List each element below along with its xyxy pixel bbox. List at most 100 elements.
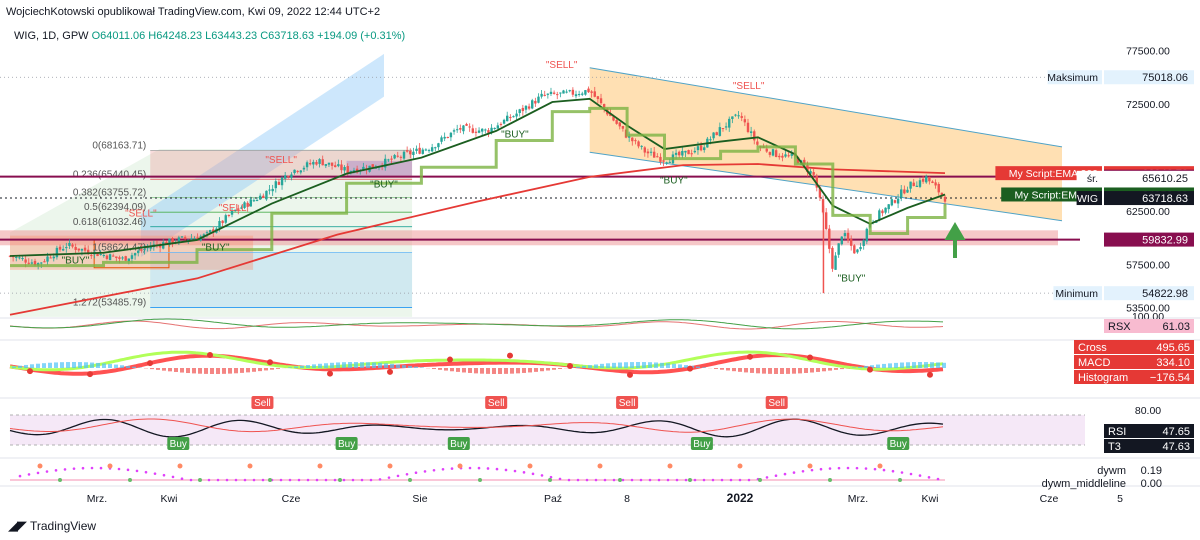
candle-body bbox=[183, 237, 187, 240]
macd-histogram-bar bbox=[438, 368, 442, 370]
macd-histogram-bar bbox=[936, 362, 940, 368]
candle-body bbox=[712, 132, 715, 139]
rsi-label-bg bbox=[1104, 439, 1146, 453]
candle-body bbox=[468, 126, 471, 128]
candle-body bbox=[74, 246, 77, 250]
x-axis-tick: Kwi bbox=[161, 493, 178, 505]
fib-level-label: 1(58624.47) bbox=[92, 243, 146, 254]
publisher-line: WojciechKotowski opublikował TradingView… bbox=[6, 6, 381, 18]
price-label-value-bg bbox=[1104, 170, 1194, 185]
candle-body bbox=[440, 137, 443, 142]
candle-body bbox=[187, 239, 190, 241]
candle-body bbox=[324, 164, 328, 166]
candle-body bbox=[928, 176, 931, 182]
fib-zone-top bbox=[150, 150, 413, 180]
candle-body bbox=[127, 258, 131, 262]
rsi-sell-badge bbox=[485, 396, 508, 409]
macd-cross-dot bbox=[747, 353, 753, 360]
buy-signal: "BUY" bbox=[838, 274, 866, 285]
rsi-buy-badge bbox=[167, 437, 190, 450]
price-label-value: 65610.25 bbox=[1142, 173, 1188, 185]
price-label-name-bg bbox=[995, 166, 1102, 181]
candle-body bbox=[124, 256, 127, 261]
macd-histogram-bar bbox=[156, 368, 160, 370]
dywm-base-dot bbox=[688, 478, 692, 482]
dywm-dot bbox=[810, 468, 814, 472]
dywm-base-dot bbox=[408, 478, 412, 482]
candle-body bbox=[349, 170, 353, 173]
candle-body bbox=[693, 150, 697, 153]
x-axis-tick: Paź bbox=[544, 493, 562, 505]
t3-line bbox=[9, 418, 944, 433]
dywm-peak-dot bbox=[177, 463, 183, 469]
candle-body bbox=[296, 170, 299, 172]
rsx-line bbox=[9, 320, 944, 330]
macd-histogram-bar bbox=[498, 368, 502, 374]
candle-body bbox=[771, 149, 775, 156]
dywm-base-dot bbox=[548, 478, 552, 482]
candle-body bbox=[643, 147, 646, 153]
macd-histogram-bar bbox=[468, 368, 472, 373]
candle-body bbox=[371, 164, 374, 168]
candle-body bbox=[815, 176, 818, 188]
candle-body bbox=[149, 246, 152, 249]
candle-body bbox=[787, 155, 790, 157]
dywm-dot bbox=[531, 472, 535, 476]
macd-histogram-bar bbox=[216, 368, 220, 374]
candle-body bbox=[668, 161, 672, 163]
support-zone bbox=[0, 230, 1058, 246]
candle-body bbox=[862, 240, 865, 246]
dywm-base-dot bbox=[338, 478, 342, 482]
rsi-value: 47.63 bbox=[1162, 441, 1190, 453]
candle-body bbox=[934, 182, 937, 186]
dywm-dot bbox=[522, 471, 526, 474]
candle-body bbox=[158, 245, 162, 248]
candle-body bbox=[484, 129, 487, 131]
candle-body bbox=[143, 249, 146, 251]
candle-body bbox=[237, 208, 240, 210]
candle-body bbox=[681, 150, 684, 156]
rsx-label: RSX bbox=[1108, 321, 1131, 333]
candle-body bbox=[418, 147, 421, 154]
macd-histogram-bar bbox=[132, 366, 136, 368]
dywm-dot bbox=[36, 471, 40, 475]
rsi-buy-label: Buy bbox=[450, 439, 467, 450]
candle-body bbox=[649, 151, 653, 153]
tradingview-watermark[interactable]: ◢◤ TradingView bbox=[8, 518, 96, 534]
candle-body bbox=[96, 253, 99, 257]
candle-body bbox=[262, 195, 265, 199]
macd-label: Cross bbox=[1078, 342, 1107, 354]
macd-histogram-bar bbox=[336, 362, 340, 368]
dywm-peak-dot bbox=[107, 463, 113, 469]
candle-body bbox=[346, 166, 349, 173]
macd-histogram-bar bbox=[252, 368, 256, 372]
macd-cross-dot bbox=[507, 352, 513, 359]
candle-body bbox=[552, 92, 556, 94]
macd-histogram-bar bbox=[378, 362, 382, 368]
macd-histogram-bar bbox=[84, 362, 88, 368]
buy-signal: "BUY" bbox=[202, 243, 230, 254]
macd-histogram-bar bbox=[96, 362, 100, 368]
macd-histogram-bar bbox=[30, 364, 34, 368]
candle-body bbox=[900, 189, 903, 198]
y-axis-tick: 77500.00 bbox=[1126, 46, 1170, 58]
macd-histogram-bar bbox=[354, 362, 358, 368]
candle-body bbox=[724, 126, 728, 128]
dywm-dot bbox=[153, 472, 157, 475]
candle-body bbox=[90, 255, 93, 257]
candle-body bbox=[452, 130, 456, 132]
macd-value: 495.65 bbox=[1156, 342, 1190, 354]
dywm-dot bbox=[207, 478, 211, 482]
candle-body bbox=[756, 141, 759, 145]
buy-signal: "BUY" bbox=[370, 180, 398, 191]
dywm-dot bbox=[909, 472, 913, 476]
candle-body bbox=[634, 140, 637, 142]
candle-body bbox=[27, 262, 30, 264]
candle-body bbox=[283, 175, 287, 179]
candle-body bbox=[55, 247, 59, 258]
macd-histogram-bar bbox=[180, 368, 184, 373]
macd-histogram-bar bbox=[660, 362, 664, 368]
candle-body bbox=[265, 190, 268, 200]
candle-body bbox=[455, 129, 459, 131]
